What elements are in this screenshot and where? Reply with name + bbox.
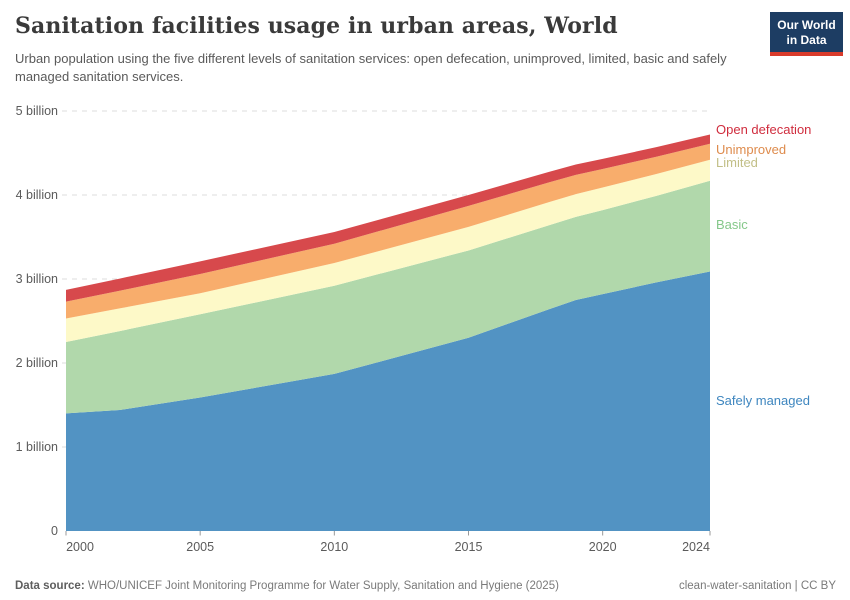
x-tick-label-2015: 2015 — [455, 540, 483, 554]
chart-footer: Data source: WHO/UNICEF Joint Monitoring… — [0, 580, 850, 592]
page-title: Sanitation facilities usage in urban are… — [15, 13, 618, 39]
series-label-basic[interactable]: Basic — [716, 217, 748, 232]
x-tick-label-2024: 2024 — [682, 540, 710, 554]
area-basic[interactable] — [66, 180, 710, 414]
series-label-open-defecation[interactable]: Open defecation — [716, 122, 811, 137]
chart-subtitle: Urban population using the five differen… — [15, 51, 727, 84]
series-label-limited[interactable]: Limited — [716, 155, 758, 170]
x-tick-label-2000: 2000 — [66, 540, 94, 554]
x-tick-label-2010: 2010 — [320, 540, 348, 554]
y-tick-label-5: 5 billion — [16, 104, 58, 118]
y-tick-label-4: 4 billion — [16, 188, 58, 202]
owid-logo-line1: Our World — [777, 18, 836, 32]
x-tick-label-2020: 2020 — [589, 540, 617, 554]
owid-logo[interactable]: Our World in Data — [770, 12, 843, 57]
area-limited[interactable] — [66, 159, 710, 342]
series-label-safely-managed[interactable]: Safely managed — [716, 393, 810, 408]
data-source: Data source: WHO/UNICEF Joint Monitoring… — [15, 580, 559, 592]
series-label-unimproved[interactable]: Unimproved — [716, 142, 786, 157]
y-tick-label-1: 1 billion — [16, 440, 58, 454]
data-source-label: Data source: — [15, 580, 85, 592]
data-source-text: WHO/UNICEF Joint Monitoring Programme fo… — [87, 580, 559, 592]
y-tick-label-3: 3 billion — [16, 272, 58, 286]
y-tick-label-0: 0 — [51, 524, 58, 538]
stacked-area-chart[interactable]: 0 1 billion 2 billion 3 billion 4 billion 5 b… — [0, 100, 850, 565]
y-tick-label-2: 2 billion — [16, 356, 58, 370]
area-open-defecation[interactable] — [66, 134, 710, 302]
x-tick-label-2005: 2005 — [186, 540, 214, 554]
chart-canvas[interactable]: 0 1 billion 2 billion 3 billion 4 billion 5 b… — [0, 100, 850, 565]
owid-logo-line2: in Data — [786, 32, 827, 47]
footer-link[interactable]: clean-water-sanitation | CC BY — [678, 580, 836, 592]
area-unimproved[interactable] — [66, 143, 710, 319]
area-safely-managed[interactable] — [66, 271, 710, 531]
